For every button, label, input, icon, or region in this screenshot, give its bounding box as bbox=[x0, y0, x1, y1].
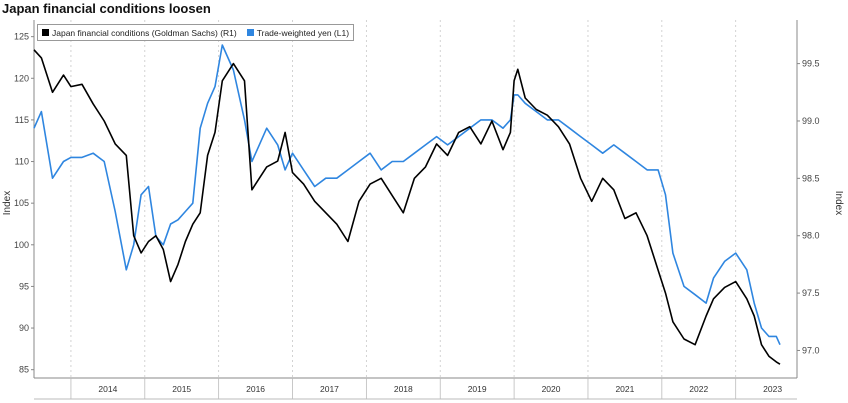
legend-swatch-blue bbox=[246, 29, 254, 36]
left-tick-125: 125 bbox=[14, 32, 29, 42]
plot-frame bbox=[33, 20, 798, 400]
legend: Japan financial conditions (Goldman Sach… bbox=[37, 24, 355, 41]
x-axis: 2014 2015 2016 2017 2018 2019 2020 2021 2022 2023 bbox=[70, 378, 782, 399]
right-tick-98.0: 98.0 bbox=[802, 231, 820, 241]
left-tick-85: 85 bbox=[19, 365, 29, 375]
right-tick-97.5: 97.5 bbox=[802, 288, 820, 298]
legend-label-gs: Japan financial conditions (Goldman Sach… bbox=[52, 27, 237, 38]
series-layer bbox=[33, 44, 781, 365]
legend-item-gs: Japan financial conditions (Goldman Sach… bbox=[42, 28, 237, 38]
grid bbox=[70, 20, 737, 378]
x-tick-2021: 2021 bbox=[615, 384, 634, 394]
x-tick-2017: 2017 bbox=[320, 384, 339, 394]
series-line-trade-weighted-yen bbox=[33, 44, 781, 346]
right-tick-98.5: 98.5 bbox=[802, 173, 820, 183]
left-tick-105: 105 bbox=[14, 198, 29, 208]
right-tick-97.0: 97.0 bbox=[802, 345, 820, 355]
right-tick-99.0: 99.0 bbox=[802, 116, 820, 126]
x-tick-2023: 2023 bbox=[763, 384, 782, 394]
left-tick-100: 100 bbox=[14, 240, 29, 250]
x-tick-2018: 2018 bbox=[394, 384, 413, 394]
left-tick-90: 90 bbox=[19, 323, 29, 333]
x-tick-2019: 2019 bbox=[468, 384, 487, 394]
x-tick-2020: 2020 bbox=[542, 384, 561, 394]
x-tick-2015: 2015 bbox=[172, 384, 191, 394]
legend-item-yen: Trade-weighted yen (L1) bbox=[246, 27, 350, 38]
chart-title: Japan financial conditions loosen bbox=[2, 1, 211, 16]
legend-swatch-black bbox=[42, 29, 49, 36]
right-axis-label: Index bbox=[833, 191, 844, 215]
left-tick-95: 95 bbox=[19, 281, 29, 291]
legend-label-yen: Trade-weighted yen (L1) bbox=[256, 27, 350, 38]
left-tick-110: 110 bbox=[15, 157, 29, 167]
right-axis-ticks: 97.0 97.5 98.0 98.5 99.0 99.5 bbox=[797, 59, 820, 355]
x-tick-2014: 2014 bbox=[98, 384, 117, 394]
series-line-goldman-sachs bbox=[33, 49, 781, 365]
left-axis-label: Index bbox=[2, 191, 13, 215]
left-tick-115: 115 bbox=[15, 115, 29, 125]
x-tick-2022: 2022 bbox=[689, 384, 708, 394]
right-tick-99.5: 99.5 bbox=[802, 59, 820, 69]
x-tick-2016: 2016 bbox=[246, 384, 265, 394]
left-axis-ticks: 85 90 95 100 105 110 115 120 125 bbox=[14, 32, 34, 375]
left-tick-120: 120 bbox=[14, 73, 29, 83]
